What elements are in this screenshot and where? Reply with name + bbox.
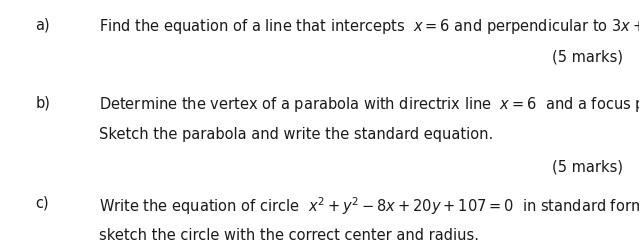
Text: Determine the vertex of a parabola with directrix line  $x=6$  and a focus point: Determine the vertex of a parabola with … <box>99 95 639 114</box>
Text: c): c) <box>35 195 49 210</box>
Text: Write the equation of circle  $x^2+y^2-8x+20y+107=0$  in standard form.  Hence,: Write the equation of circle $x^2+y^2-8x… <box>99 195 639 217</box>
Text: b): b) <box>35 95 50 110</box>
Text: Find the equation of a line that intercepts  $x=6$ and perpendicular to $3x+2y-4: Find the equation of a line that interce… <box>99 18 639 36</box>
Text: a): a) <box>35 18 50 32</box>
Text: (5 marks): (5 marks) <box>552 160 623 175</box>
Text: sketch the circle with the correct center and radius.: sketch the circle with the correct cente… <box>99 228 479 242</box>
Text: Sketch the parabola and write the standard equation.: Sketch the parabola and write the standa… <box>99 128 493 142</box>
Text: (5 marks): (5 marks) <box>552 50 623 65</box>
